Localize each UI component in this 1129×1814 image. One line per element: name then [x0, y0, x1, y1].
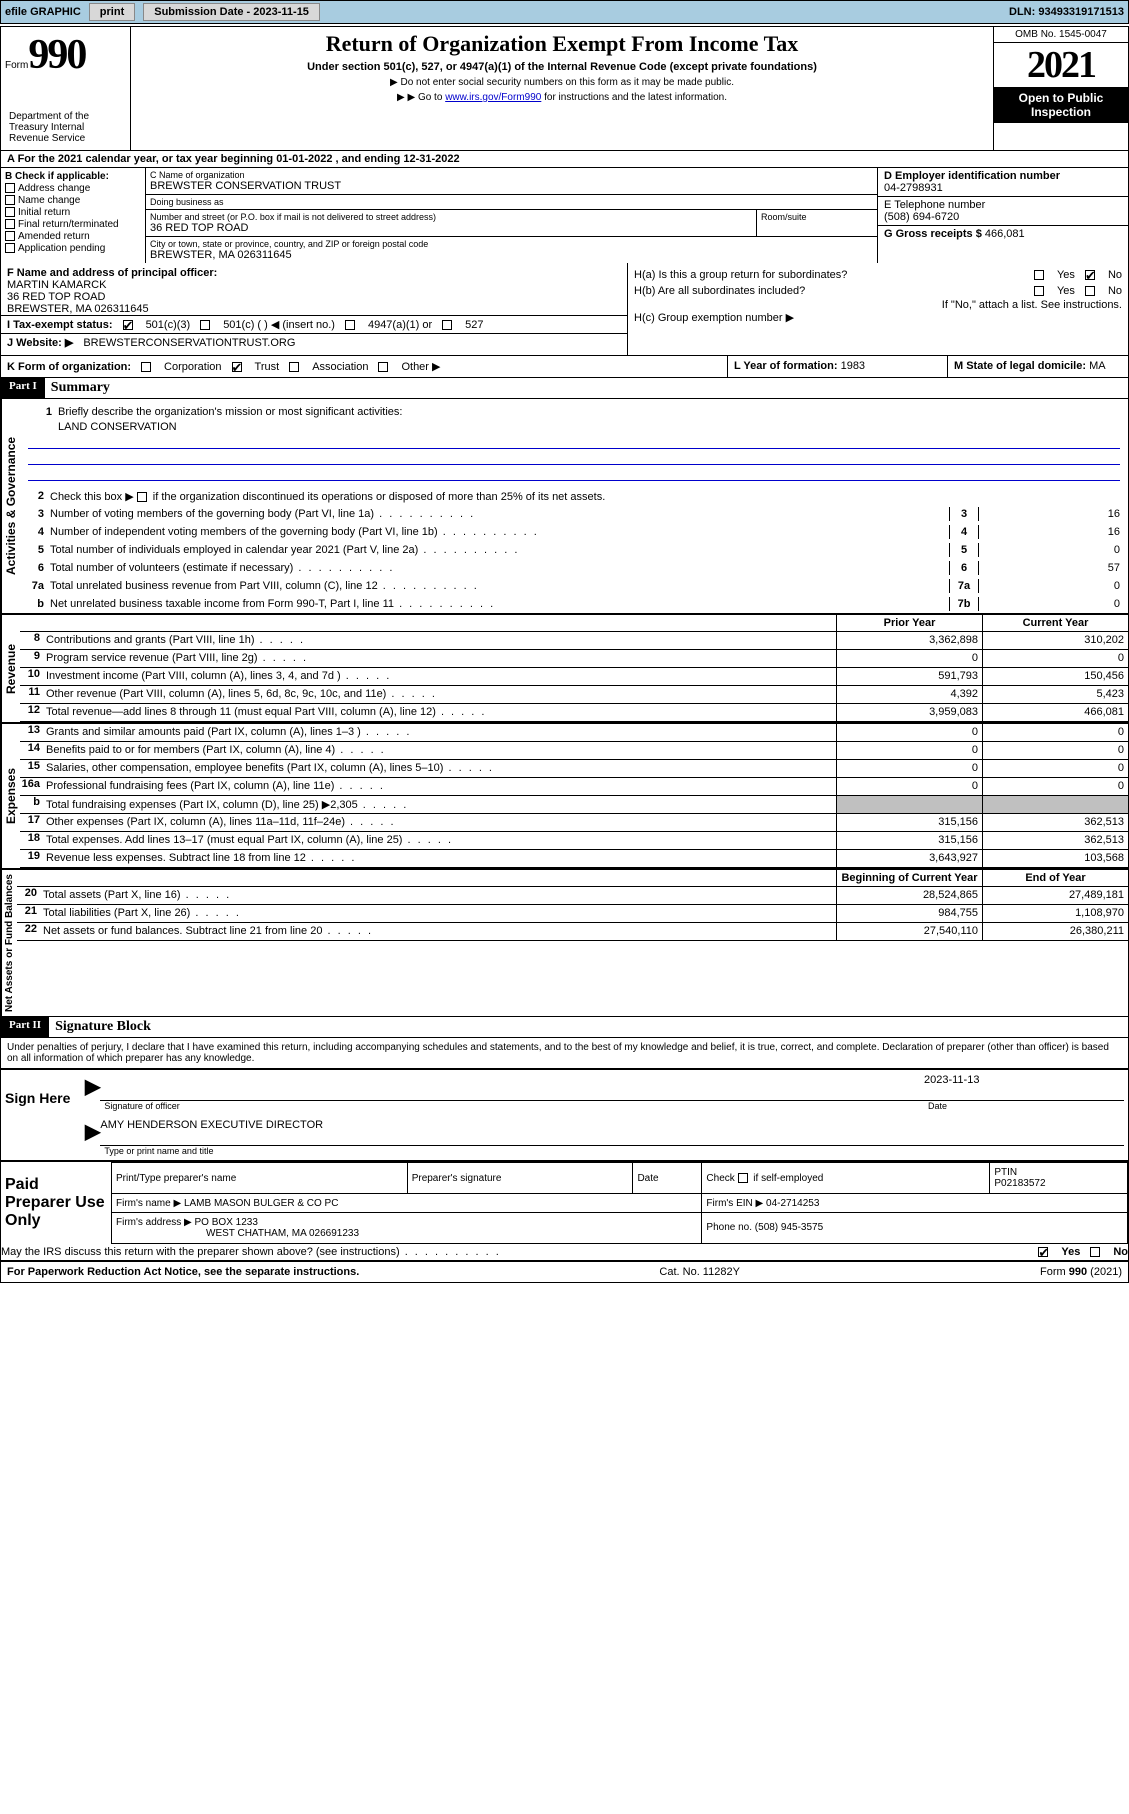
checkbox-address-change[interactable]	[5, 183, 15, 193]
data-row: 13Grants and similar amounts paid (Part …	[20, 724, 1128, 742]
data-row: 18Total expenses. Add lines 13–17 (must …	[20, 832, 1128, 850]
data-row: 12Total revenue—add lines 8 through 11 (…	[20, 704, 1128, 722]
data-row: 10Investment income (Part VIII, column (…	[20, 668, 1128, 686]
org-name: BREWSTER CONSERVATION TRUST	[150, 180, 873, 192]
checkbox-initial-return[interactable]	[5, 207, 15, 217]
section-bcdeg: B Check if applicable: Address change Na…	[1, 168, 1128, 263]
year-formation: 1983	[841, 360, 865, 372]
checkbox-self-employed[interactable]	[738, 1173, 748, 1183]
summary-line: 3Number of voting members of the governi…	[20, 505, 1128, 523]
form-number: 990	[28, 32, 85, 78]
open-public-badge: Open to Public Inspection	[994, 87, 1128, 123]
may-irs-discuss: May the IRS discuss this return with the…	[1, 1244, 1128, 1261]
irs-link[interactable]: www.irs.gov/Form990	[445, 92, 541, 103]
summary-line: 7aTotal unrelated business revenue from …	[20, 577, 1128, 595]
data-row: 8Contributions and grants (Part VIII, li…	[20, 632, 1128, 650]
netassets-section: Net Assets or Fund Balances Beginning of…	[1, 870, 1128, 1017]
expenses-section: Expenses 13Grants and similar amounts pa…	[1, 724, 1128, 870]
state-domicile: MA	[1089, 360, 1106, 372]
top-toolbar: efile GRAPHIC print Submission Date - 20…	[0, 0, 1129, 24]
data-row: 9Program service revenue (Part VIII, lin…	[20, 650, 1128, 668]
summary-line: 4Number of independent voting members of…	[20, 523, 1128, 541]
dept-label: Department of the Treasury Internal Reve…	[5, 109, 126, 146]
phone-value: (508) 694-6720	[884, 211, 1122, 223]
efile-label: efile GRAPHIC	[5, 6, 81, 18]
subtitle-3: ▶ Go to www.irs.gov/Form990 for instruct…	[139, 92, 985, 103]
checkbox-trust[interactable]	[232, 362, 242, 372]
form-header: Form990 Department of the Treasury Inter…	[1, 27, 1128, 151]
checkbox-527[interactable]	[442, 320, 452, 330]
form-container: Form990 Department of the Treasury Inter…	[0, 26, 1129, 1283]
checkbox-501c3[interactable]	[123, 320, 133, 330]
page-footer: For Paperwork Reduction Act Notice, see …	[1, 1261, 1128, 1282]
checkbox-ha-no[interactable]	[1085, 270, 1095, 280]
checkbox-4947[interactable]	[345, 320, 355, 330]
print-button[interactable]: print	[89, 3, 135, 21]
checkbox-other[interactable]	[378, 362, 388, 372]
sig-date: 2023-11-13	[924, 1074, 1124, 1086]
line-a: A For the 2021 calendar year, or tax yea…	[1, 151, 1128, 168]
omb-number: OMB No. 1545-0047	[994, 27, 1128, 43]
subtitle-1: Under section 501(c), 527, or 4947(a)(1)…	[139, 61, 985, 73]
signature-arrow-icon: ▶	[85, 1119, 100, 1156]
checkbox-ha-yes[interactable]	[1034, 270, 1044, 280]
revenue-section: Revenue Prior Year Current Year 8Contrib…	[1, 615, 1128, 724]
submission-date-label: Submission Date - 2023-11-15	[143, 3, 320, 21]
summary-line: bNet unrelated business taxable income f…	[20, 595, 1128, 613]
data-row: 14Benefits paid to or for members (Part …	[20, 742, 1128, 760]
checkbox-name-change[interactable]	[5, 195, 15, 205]
data-row: 11Other revenue (Part VIII, column (A), …	[20, 686, 1128, 704]
dln-label: DLN: 93493319171513	[1009, 6, 1124, 18]
firm-name: LAMB MASON BULGER & CO PC	[184, 1198, 338, 1209]
checkbox-may-irs-yes[interactable]	[1038, 1247, 1048, 1257]
governance-section: Activities & Governance 1Briefly describ…	[1, 399, 1128, 615]
signature-arrow-icon: ▶	[85, 1074, 100, 1111]
section-fh: F Name and address of principal officer:…	[1, 263, 1128, 356]
checkbox-hb-no[interactable]	[1085, 286, 1095, 296]
section-klm: K Form of organization: Corporation Trus…	[1, 356, 1128, 378]
data-row: 15Salaries, other compensation, employee…	[20, 760, 1128, 778]
firm-phone: (508) 945-3575	[755, 1222, 823, 1233]
firm-ein: 04-2714253	[766, 1198, 819, 1209]
checkbox-final-return[interactable]	[5, 219, 15, 229]
main-title: Return of Organization Exempt From Incom…	[139, 31, 985, 57]
ein-value: 04-2798931	[884, 182, 1122, 194]
checkbox-may-irs-no[interactable]	[1090, 1247, 1100, 1257]
officer-signature-name: AMY HENDERSON EXECUTIVE DIRECTOR	[100, 1119, 1124, 1131]
data-row: 16aProfessional fundraising fees (Part I…	[20, 778, 1128, 796]
org-address: 36 RED TOP ROAD	[150, 222, 752, 234]
summary-line: 6Total number of volunteers (estimate if…	[20, 559, 1128, 577]
data-row: bTotal fundraising expenses (Part IX, co…	[20, 796, 1128, 814]
summary-line: 5Total number of individuals employed in…	[20, 541, 1128, 559]
data-row: 17Other expenses (Part IX, column (A), l…	[20, 814, 1128, 832]
org-city: BREWSTER, MA 026311645	[150, 249, 873, 261]
checkbox-discontinued[interactable]	[137, 492, 147, 502]
data-row: 22Net assets or fund balances. Subtract …	[17, 923, 1128, 941]
checkbox-application-pending[interactable]	[5, 243, 15, 253]
part-2-header: Part II Signature Block	[1, 1017, 1128, 1038]
data-row: 20Total assets (Part X, line 16)28,524,8…	[17, 887, 1128, 905]
section-b: B Check if applicable: Address change Na…	[1, 168, 146, 263]
mission-text: LAND CONSERVATION	[28, 421, 1120, 433]
checkbox-hb-yes[interactable]	[1034, 286, 1044, 296]
checkbox-amended[interactable]	[5, 231, 15, 241]
checkbox-501c[interactable]	[200, 320, 210, 330]
subtitle-2: Do not enter social security numbers on …	[139, 77, 985, 88]
tax-year: 2021	[994, 43, 1128, 87]
data-row: 21Total liabilities (Part X, line 26)984…	[17, 905, 1128, 923]
website-value: BREWSTERCONSERVATIONTRUST.ORG	[83, 337, 295, 349]
checkbox-corporation[interactable]	[141, 362, 151, 372]
part-1-header: Part I Summary	[1, 378, 1128, 399]
gross-receipts: 466,081	[985, 228, 1025, 240]
ptin-value: P02183572	[994, 1178, 1045, 1189]
data-row: 19Revenue less expenses. Subtract line 1…	[20, 850, 1128, 868]
sign-here-section: Sign Here ▶ 2023-11-13 Signature of offi…	[1, 1068, 1128, 1160]
paid-preparer-section: Paid Preparer Use Only Print/Type prepar…	[1, 1160, 1128, 1244]
checkbox-association[interactable]	[289, 362, 299, 372]
officer-name: MARTIN KAMARCK	[7, 279, 621, 291]
org-name-cell: C Name of organization BREWSTER CONSERVA…	[146, 168, 877, 195]
declaration-text: Under penalties of perjury, I declare th…	[1, 1038, 1128, 1068]
form-word: Form	[5, 60, 28, 71]
dba-cell: Doing business as	[146, 195, 877, 210]
